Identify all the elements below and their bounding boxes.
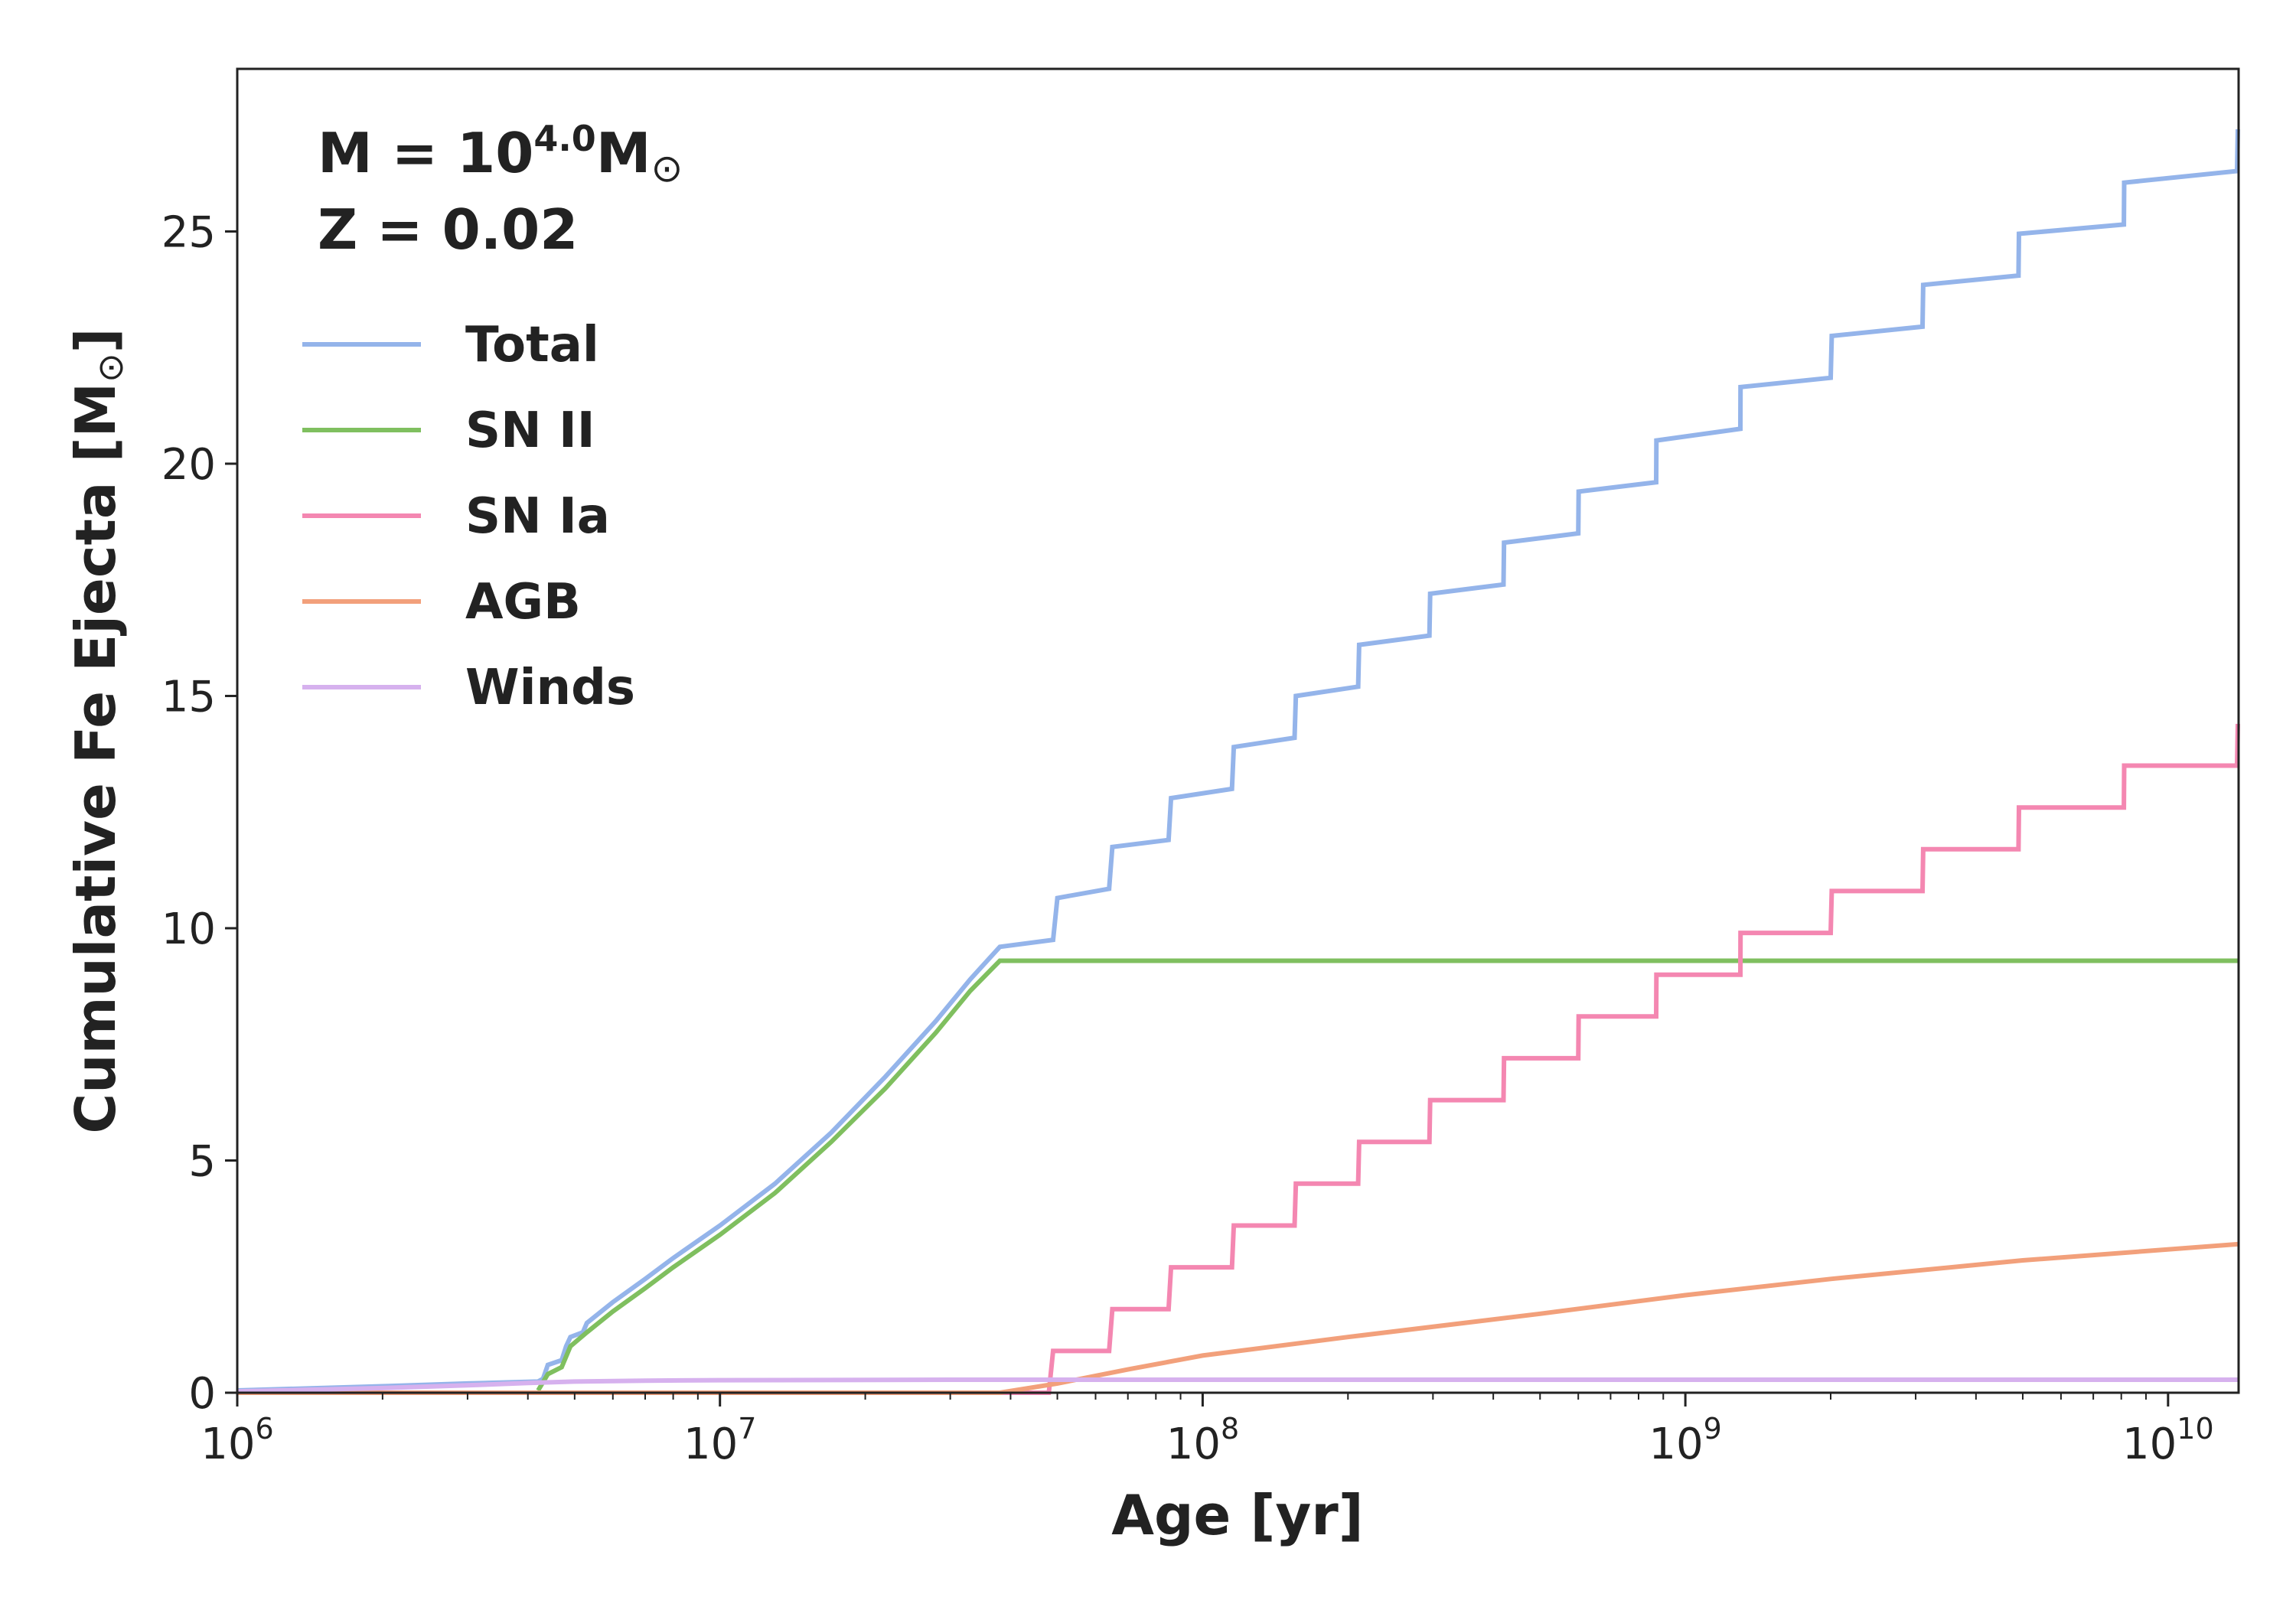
series-line-winds xyxy=(236,1377,2239,1394)
y-axis-title-text: Cumulative Fe Ejecta [M xyxy=(64,383,128,1134)
y-tick-label: 25 xyxy=(161,207,216,257)
legend-label: AGB xyxy=(465,574,581,631)
legend-label: SN Ia xyxy=(465,488,610,545)
mass-prefix: M = 10 xyxy=(318,121,533,185)
y-axis: 0 5 10 15 20 25 xyxy=(161,207,237,1419)
mass-unit: M xyxy=(596,121,651,185)
y-axis-title-close: ] xyxy=(64,328,128,353)
y-axis-title: Cumulative Fe Ejecta [M⊙] xyxy=(64,328,131,1133)
x-tick-label: 1010 xyxy=(2122,1412,2214,1469)
metallicity-annotation: Z = 0.02 xyxy=(318,197,578,262)
x-axis: 106 107 108 109 1010 xyxy=(201,1393,2214,1469)
mass-sun-symbol: ⊙ xyxy=(651,146,683,191)
legend-label: Total xyxy=(465,317,599,373)
y-tick-label: 0 xyxy=(188,1369,216,1419)
mass-exponent: 4.0 xyxy=(533,118,596,159)
x-tick-label: 109 xyxy=(1649,1412,1721,1469)
x-tick-label: 108 xyxy=(1166,1412,1239,1469)
series-line-sn-ii xyxy=(536,958,2239,1392)
plot-area xyxy=(237,69,2239,1393)
plot-frame xyxy=(236,67,2240,1394)
series-line-total xyxy=(236,129,2240,1393)
x-tick-label: 106 xyxy=(201,1412,273,1469)
legend-label: Winds xyxy=(465,660,635,716)
y-tick-label: 15 xyxy=(161,672,216,722)
y-axis-sun-symbol: ⊙ xyxy=(90,353,131,383)
y-tick-label: 5 xyxy=(188,1136,216,1186)
mass-annotation: M = 104.0M⊙ xyxy=(318,118,683,191)
series-line-sn-ia xyxy=(237,723,2240,1395)
legend-label: SN II xyxy=(465,403,595,459)
x-tick-label: 107 xyxy=(683,1412,756,1469)
x-axis-title: Age [yr] xyxy=(1111,1483,1363,1547)
series-layer xyxy=(236,129,2240,1395)
y-tick-label: 20 xyxy=(161,440,216,490)
y-tick-label: 10 xyxy=(161,905,216,954)
series-line-agb xyxy=(237,1241,2239,1395)
legend: Total SN II SN Ia AGB Winds xyxy=(302,317,635,716)
